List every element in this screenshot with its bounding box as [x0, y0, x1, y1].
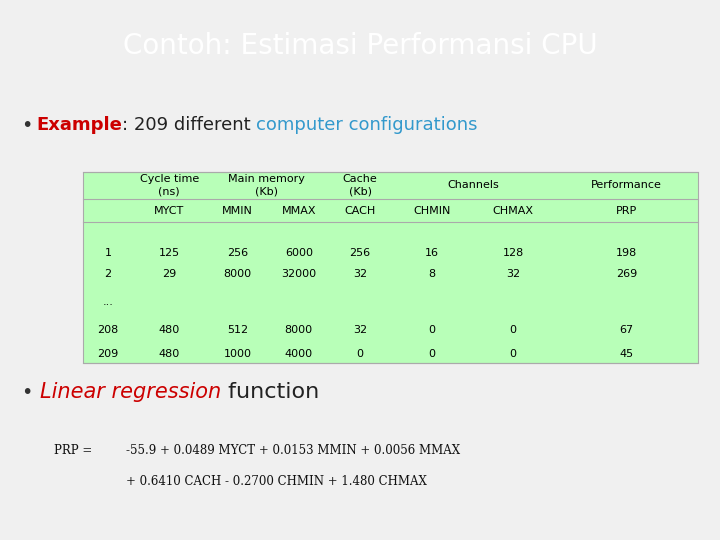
- Text: 2: 2: [104, 269, 112, 279]
- Text: Linear regression: Linear regression: [40, 382, 221, 402]
- Text: MYCT: MYCT: [154, 206, 184, 215]
- Text: MMAX: MMAX: [282, 206, 316, 215]
- Text: 480: 480: [158, 325, 180, 335]
- Text: 8: 8: [428, 269, 436, 279]
- Text: 209: 209: [97, 349, 119, 359]
- Text: CHMIN: CHMIN: [413, 206, 451, 215]
- Text: 1000: 1000: [224, 349, 251, 359]
- Text: 0: 0: [510, 349, 516, 359]
- Text: 16: 16: [425, 248, 439, 258]
- Text: -55.9 + 0.0489 MYCT + 0.0153 MMIN + 0.0056 MMAX: -55.9 + 0.0489 MYCT + 0.0153 MMIN + 0.00…: [126, 444, 460, 457]
- Text: + 0.6410 CACH - 0.2700 CHMIN + 1.480 CHMAX: + 0.6410 CACH - 0.2700 CHMIN + 1.480 CHM…: [126, 475, 427, 488]
- Text: CACH: CACH: [344, 206, 376, 215]
- Text: Performance: Performance: [591, 180, 662, 190]
- Text: computer configurations: computer configurations: [256, 117, 478, 134]
- Text: 45: 45: [619, 349, 634, 359]
- Text: 125: 125: [158, 248, 180, 258]
- Text: 0: 0: [428, 325, 436, 335]
- Text: 8000: 8000: [223, 269, 252, 279]
- Text: ...: ...: [102, 298, 114, 307]
- Text: 0: 0: [428, 349, 436, 359]
- Text: 0: 0: [510, 325, 516, 335]
- Text: CHMAX: CHMAX: [492, 206, 534, 215]
- Text: Cycle time
(ns): Cycle time (ns): [140, 174, 199, 196]
- Text: MMIN: MMIN: [222, 206, 253, 215]
- Text: 32: 32: [353, 269, 367, 279]
- Text: Contoh: Estimasi Performansi CPU: Contoh: Estimasi Performansi CPU: [122, 32, 598, 60]
- Text: Channels: Channels: [448, 180, 499, 190]
- Text: Main memory
(Kb): Main memory (Kb): [228, 174, 305, 196]
- Text: Cache
(Kb): Cache (Kb): [343, 174, 377, 196]
- Text: PRP: PRP: [616, 206, 637, 215]
- Text: Example: Example: [36, 117, 122, 134]
- Text: 269: 269: [616, 269, 637, 279]
- Text: 6000: 6000: [285, 248, 312, 258]
- FancyBboxPatch shape: [83, 172, 698, 363]
- Text: •: •: [22, 116, 33, 135]
- Text: 32000: 32000: [282, 269, 316, 279]
- Text: 8000: 8000: [284, 325, 313, 335]
- Text: 0: 0: [356, 349, 364, 359]
- Text: 32: 32: [506, 269, 520, 279]
- Text: 1: 1: [104, 248, 112, 258]
- Text: PRP =: PRP =: [54, 444, 92, 457]
- Text: 67: 67: [619, 325, 634, 335]
- Text: 256: 256: [227, 248, 248, 258]
- Text: 256: 256: [349, 248, 371, 258]
- Text: •: •: [22, 383, 33, 402]
- Text: 208: 208: [97, 325, 119, 335]
- Text: 4000: 4000: [284, 349, 313, 359]
- Text: 128: 128: [503, 248, 523, 258]
- Text: 198: 198: [616, 248, 637, 258]
- Text: : 209 different: : 209 different: [122, 117, 256, 134]
- Text: 512: 512: [227, 325, 248, 335]
- Text: function: function: [221, 382, 319, 402]
- Text: 480: 480: [158, 349, 180, 359]
- Text: 29: 29: [162, 269, 176, 279]
- Text: 32: 32: [353, 325, 367, 335]
